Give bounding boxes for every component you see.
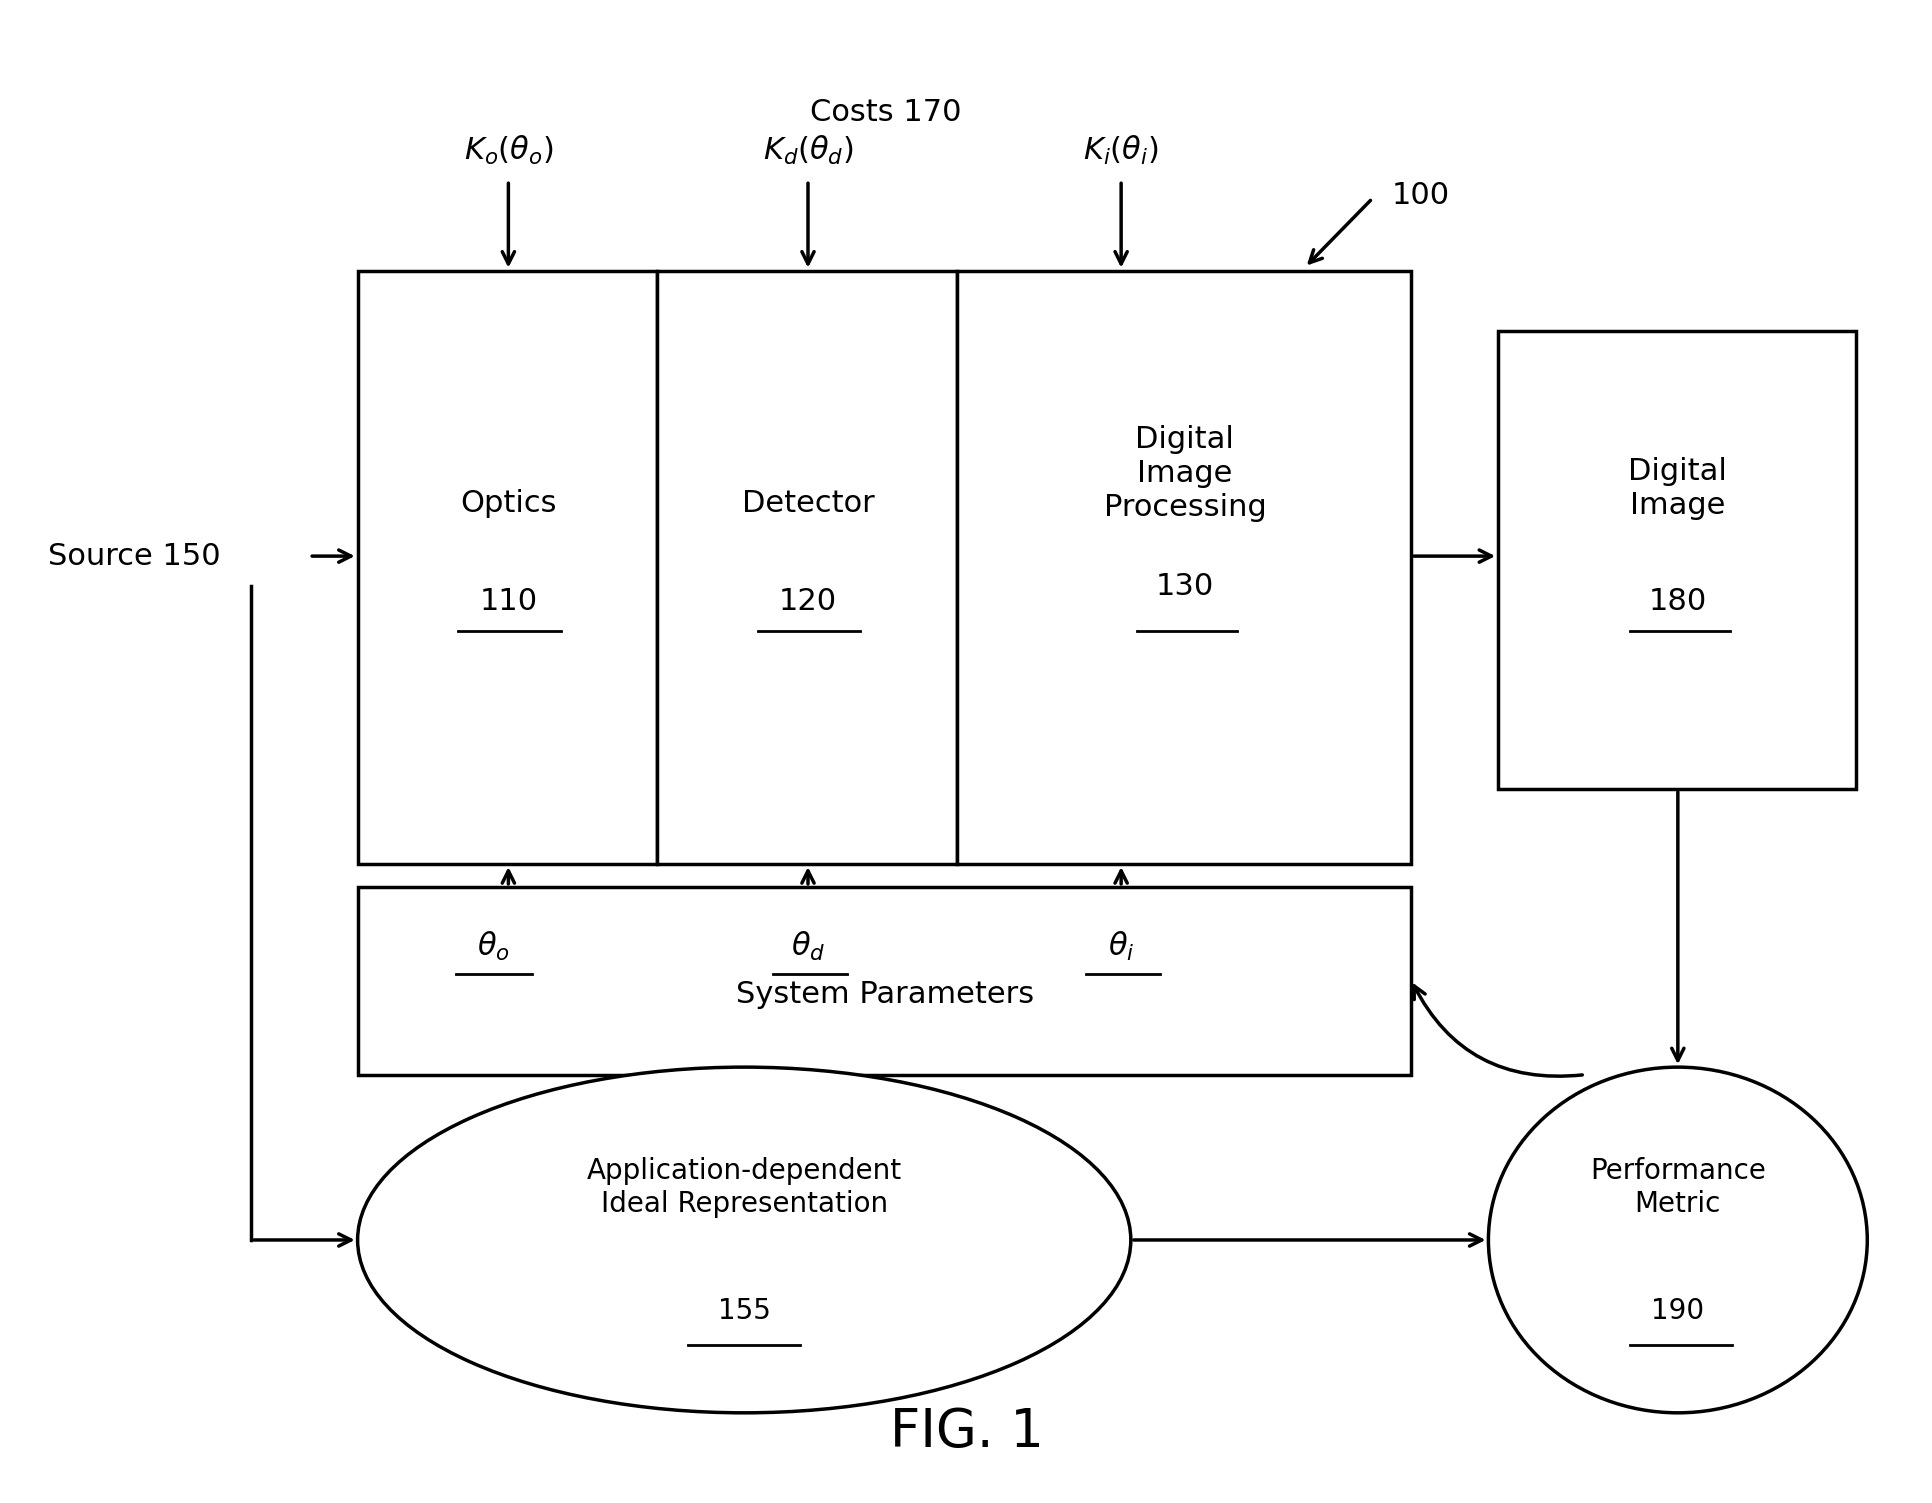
Text: 120: 120 bbox=[779, 586, 837, 616]
Text: Optics: Optics bbox=[460, 488, 556, 519]
Text: 190: 190 bbox=[1650, 1297, 1704, 1324]
Text: 155: 155 bbox=[717, 1297, 771, 1324]
Text: 110: 110 bbox=[479, 586, 537, 616]
Text: $\theta_i$: $\theta_i$ bbox=[1107, 930, 1134, 963]
FancyBboxPatch shape bbox=[1497, 331, 1855, 789]
Text: Costs 170: Costs 170 bbox=[810, 98, 960, 128]
Text: Source 150: Source 150 bbox=[48, 541, 220, 571]
Ellipse shape bbox=[357, 1067, 1130, 1413]
Text: FIG. 1: FIG. 1 bbox=[889, 1405, 1043, 1458]
FancyBboxPatch shape bbox=[657, 271, 956, 864]
Text: Digital
Image: Digital Image bbox=[1627, 457, 1727, 520]
Text: 180: 180 bbox=[1648, 586, 1706, 616]
Text: $K_d(\theta_d)$: $K_d(\theta_d)$ bbox=[763, 134, 852, 167]
Text: $\theta_o$: $\theta_o$ bbox=[477, 930, 508, 963]
Ellipse shape bbox=[1488, 1067, 1866, 1413]
FancyBboxPatch shape bbox=[956, 271, 1410, 864]
Text: Application-dependent
Ideal Representation: Application-dependent Ideal Representati… bbox=[585, 1157, 902, 1217]
Text: Detector: Detector bbox=[742, 488, 873, 519]
Text: $K_i(\theta_i)$: $K_i(\theta_i)$ bbox=[1082, 134, 1159, 167]
FancyBboxPatch shape bbox=[357, 887, 1410, 1075]
Text: 130: 130 bbox=[1155, 571, 1213, 601]
Text: Digital
Image
Processing: Digital Image Processing bbox=[1103, 425, 1265, 522]
Text: $\theta_d$: $\theta_d$ bbox=[790, 930, 825, 963]
Text: 100: 100 bbox=[1391, 180, 1449, 210]
FancyBboxPatch shape bbox=[357, 271, 657, 864]
Text: $K_o(\theta_o)$: $K_o(\theta_o)$ bbox=[464, 134, 553, 167]
Text: Performance
Metric: Performance Metric bbox=[1590, 1157, 1764, 1217]
Text: System Parameters: System Parameters bbox=[736, 980, 1034, 1010]
